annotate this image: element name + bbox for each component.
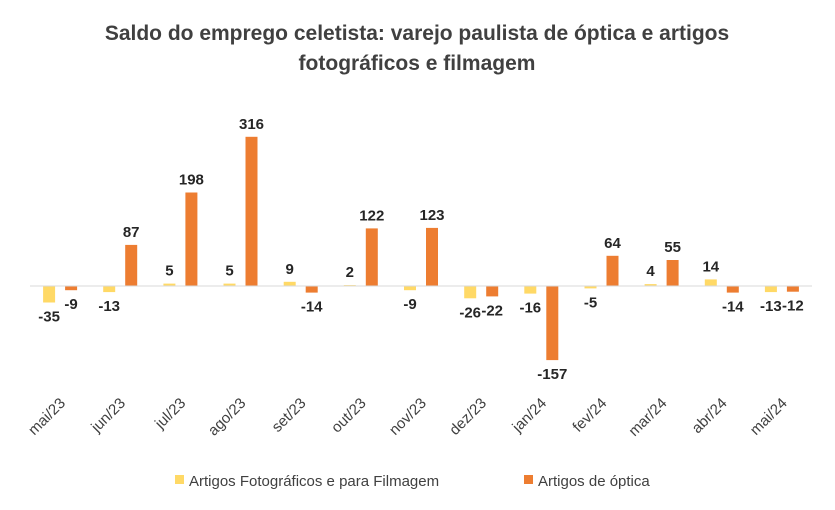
bar-series-1-nov/23 [404,286,416,291]
x-tick-label-jun/23: jun/23 [87,395,129,437]
x-tick-label-jan/24: jan/24 [508,395,550,437]
x-tick-label-mai/24: mai/24 [747,395,791,439]
bar-series-2-fev/24 [606,255,619,286]
data-label-series-2-nov/23: 123 [419,207,444,224]
x-tick-label-nov/23: nov/23 [386,395,430,439]
data-label-series-2-set/23: -14 [301,299,323,316]
data-label-series-2-abr/24: -14 [722,299,744,316]
legend-swatch-series-2 [524,475,533,484]
data-label-series-1-ago/23: 5 [225,263,233,280]
data-label-series-1-set/23: 9 [286,261,294,278]
bar-series-1-jul/23 [163,283,176,286]
bar-series-1-jan/24 [524,286,537,294]
bar-series-1-mai/23 [43,286,56,303]
x-tick-label-fev/24: fev/24 [569,395,610,436]
data-label-series-1-fev/24: -5 [584,294,597,311]
x-tick-label-ago/23: ago/23 [205,395,249,439]
legend-label-series-2: Artigos de óptica [538,473,650,490]
data-label-series-2-fev/24: 64 [604,235,621,252]
data-label-series-2-mar/24: 55 [664,239,681,256]
data-label-series-1-mai/23: -35 [38,309,60,326]
plot-area: -35-135 5 9 2-9 -26 -16 -54 14-13-987198316-141… [25,116,812,440]
data-label-series-1-dez/23: -26 [459,304,481,321]
bar-series-2-ago/23 [245,136,258,286]
x-tick-label-out/23: out/23 [328,395,370,437]
chart-title-line-1: Saldo do emprego celetista: varejo pauli… [105,22,729,45]
chart-title-line-2: fotográficos e filmagem [299,52,536,75]
bar-series-2-jul/23 [185,192,198,286]
x-tick-label-abr/24: abr/24 [689,395,731,437]
data-label-series-1-jul/23: 5 [165,263,173,280]
data-label-series-2-jul/23: 198 [179,172,204,189]
bar-series-1-ago/23 [223,283,236,286]
data-label-series-1-abr/24: 14 [702,258,719,275]
bar-series-2-out/23 [365,228,378,286]
x-tick-label-mar/24: mar/24 [625,395,670,440]
bar-series-2-jun/23 [125,244,138,286]
data-label-series-2-mai/23: -9 [64,296,77,313]
bar-series-2-nov/23 [426,227,438,286]
data-label-series-2-jun/23: 87 [123,224,140,241]
data-label-series-1-jan/24: -16 [519,300,541,317]
bar-series-2-mar/24 [666,260,679,286]
bar-series-1-dez/23 [464,286,477,299]
data-label-series-2-jan/24: -157 [537,366,567,383]
data-label-series-2-out/23: 122 [359,207,384,224]
data-label-series-2-dez/23: -22 [481,302,503,319]
bar-series-2-mai/23 [65,286,78,291]
bar-series-2-dez/23 [486,286,499,297]
x-tick-label-set/23: set/23 [269,395,310,436]
bar-series-2-set/23 [305,286,318,293]
legend-swatch-series-1 [175,475,184,484]
legend-label-series-1: Artigos Fotográficos e para Filmagem [189,473,439,490]
legend: Artigos Fotográficos e para Filmagem Arti… [175,473,650,490]
x-tick-label-jul/23: jul/23 [151,395,189,433]
bar-series-1-fev/24 [584,286,597,289]
bar-series-1-abr/24 [704,279,717,286]
bar-series-2-abr/24 [726,286,739,293]
data-label-series-1-jun/23: -13 [98,298,120,315]
data-label-series-1-nov/23: -9 [403,296,416,313]
bar-series-2-mai/24 [786,286,799,292]
bar-series-1-jun/23 [103,286,116,293]
data-label-series-1-mai/24: -13 [760,298,782,315]
bar-series-1-mai/24 [764,286,777,293]
data-label-series-2-ago/23: 316 [239,116,264,133]
bar-series-1-set/23 [283,281,296,286]
x-tick-label-dez/23: dez/23 [446,395,490,439]
data-label-series-2-mai/24: -12 [782,298,804,315]
data-label-series-1-mar/24: 4 [646,263,655,280]
x-tick-label-mai/23: mai/23 [25,395,69,439]
data-label-series-1-out/23: 2 [346,264,354,281]
bar-series-2-jan/24 [546,286,559,361]
bar-series-1-mar/24 [644,284,657,286]
